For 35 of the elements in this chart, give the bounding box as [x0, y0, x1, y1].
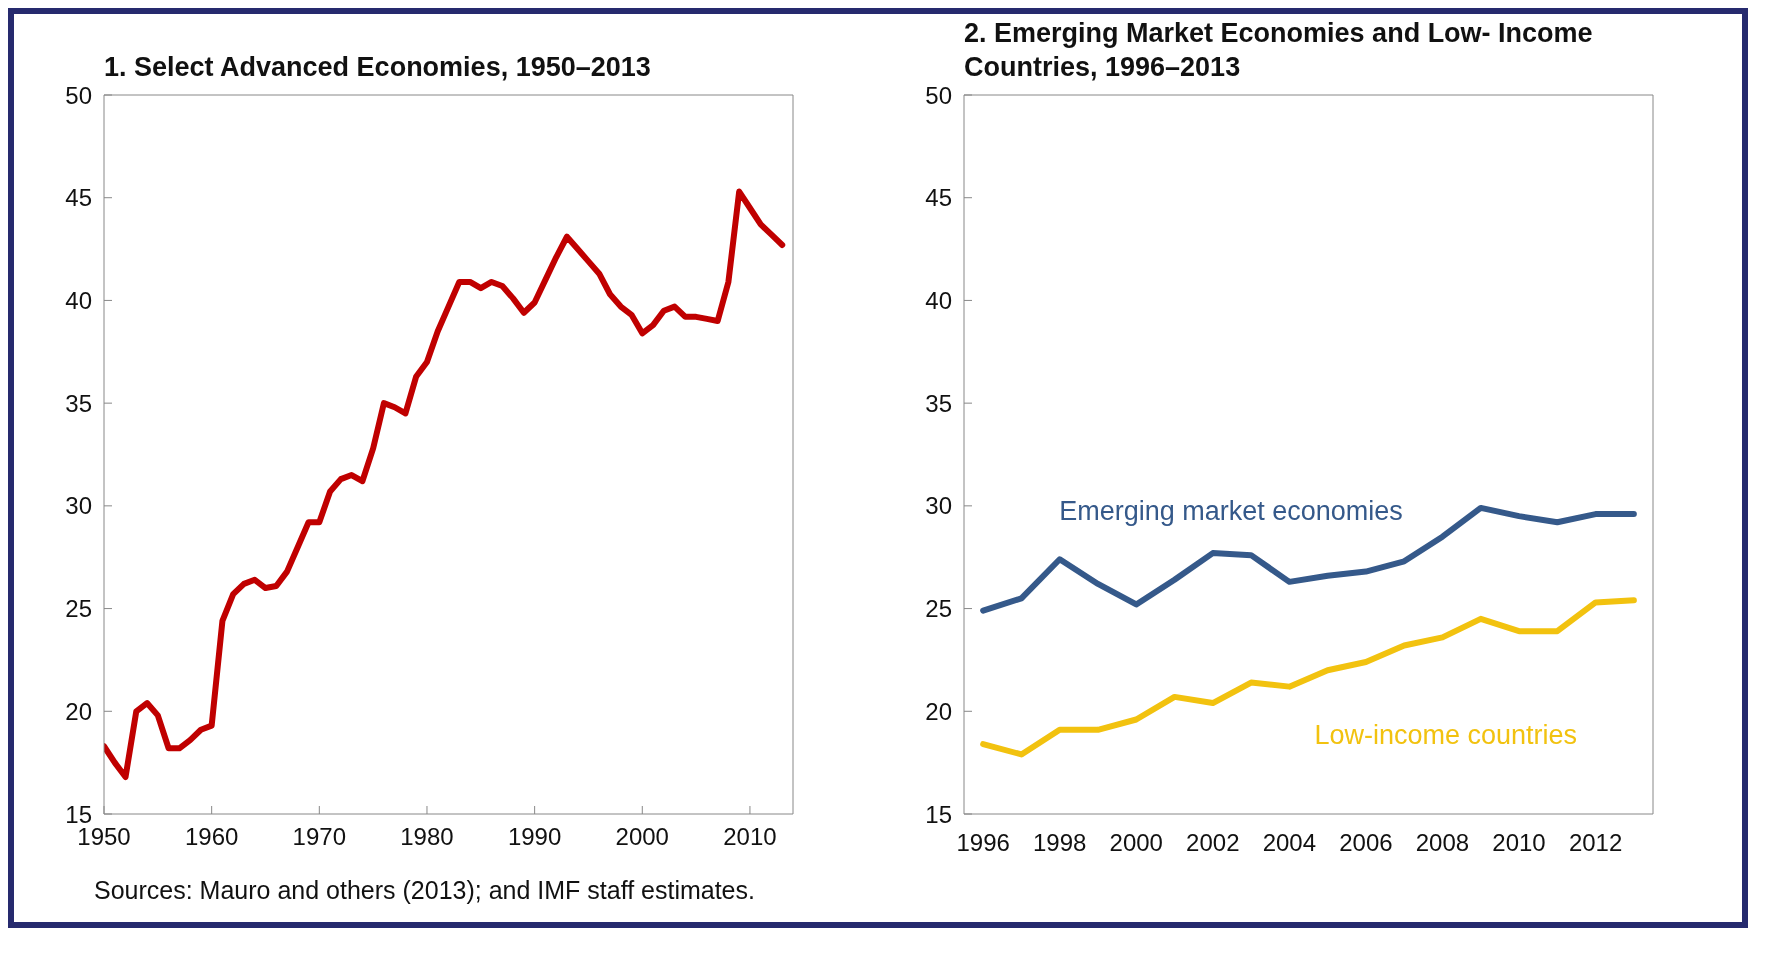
y-tick-label: 20 — [925, 697, 952, 725]
y-tick-label: 50 — [925, 81, 952, 109]
x-tick-label: 2002 — [1186, 829, 1240, 857]
x-tick-label: 2008 — [1415, 829, 1470, 857]
y-tick-label: 45 — [65, 184, 92, 212]
y-tick-label: 30 — [925, 492, 952, 520]
series-label: Emerging market economies — [1059, 496, 1403, 528]
y-tick-label: 25 — [65, 595, 92, 623]
x-tick-label: 1998 — [1033, 829, 1087, 857]
x-tick-label: 2000 — [615, 823, 669, 851]
x-tick-label: 1960 — [184, 823, 239, 851]
x-tick-label: 1996 — [956, 829, 1010, 857]
y-tick-label: 15 — [925, 800, 952, 828]
y-tick-label: 25 — [925, 595, 952, 623]
y-tick-label: 40 — [65, 286, 92, 314]
x-tick-label: 2004 — [1262, 829, 1317, 857]
x-tick-label: 1970 — [292, 823, 347, 851]
chart-title: 2. Emerging Market Economies and Low- Income Countries, 1996–2013 — [964, 18, 1593, 82]
y-tick-label: 45 — [925, 184, 952, 212]
series-label: Low-income countries — [1314, 719, 1578, 751]
y-tick-label: 35 — [925, 389, 952, 417]
x-tick-label: 2010 — [723, 823, 777, 851]
chart-title: 1. Select Advanced Economies, 1950–2013 — [104, 52, 651, 82]
x-tick-label: 2010 — [1492, 829, 1546, 857]
x-tick-label: 2000 — [1109, 829, 1163, 857]
x-tick-label: 2012 — [1568, 829, 1623, 857]
x-tick-label: 2006 — [1339, 829, 1393, 857]
y-tick-label: 20 — [65, 697, 92, 725]
y-tick-label: 30 — [65, 492, 92, 520]
x-tick-label: 1980 — [400, 823, 454, 851]
x-tick-label: 1990 — [507, 823, 562, 851]
y-tick-label: 35 — [65, 389, 92, 417]
y-tick-label: 40 — [925, 286, 952, 314]
y-tick-label: 50 — [65, 81, 92, 109]
source-note: Sources: Mauro and others (2013); and IMF staff estimates. — [93, 875, 756, 905]
